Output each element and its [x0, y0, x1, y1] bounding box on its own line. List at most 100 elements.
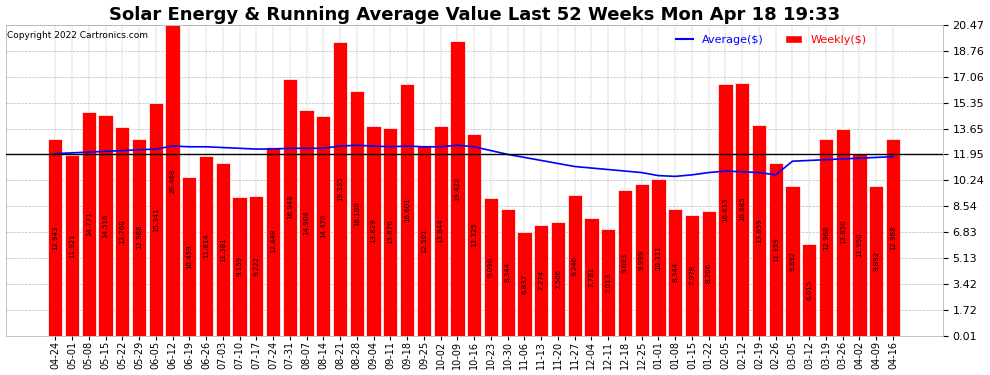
- Text: 11.381: 11.381: [220, 237, 226, 262]
- Text: 6.015: 6.015: [806, 280, 812, 300]
- Text: 12.968: 12.968: [823, 225, 829, 250]
- Text: 13.650: 13.650: [840, 220, 845, 245]
- Bar: [417, 146, 431, 336]
- Text: 19.422: 19.422: [454, 176, 460, 201]
- Bar: [651, 179, 665, 336]
- Bar: [852, 154, 866, 336]
- Bar: [316, 116, 331, 336]
- Bar: [719, 84, 733, 336]
- Text: 16.948: 16.948: [287, 195, 293, 219]
- Bar: [785, 186, 800, 336]
- Text: 13.676: 13.676: [387, 219, 393, 244]
- Bar: [216, 163, 230, 336]
- Text: 9.892: 9.892: [873, 251, 879, 271]
- Text: 9.892: 9.892: [789, 251, 796, 271]
- Bar: [736, 82, 749, 336]
- Bar: [467, 134, 481, 336]
- Text: 16.615: 16.615: [723, 197, 729, 222]
- Bar: [383, 128, 398, 336]
- Bar: [484, 198, 498, 336]
- Bar: [299, 110, 314, 336]
- Text: 14.516: 14.516: [103, 213, 109, 238]
- Bar: [266, 147, 280, 336]
- Text: 7.781: 7.781: [588, 267, 594, 287]
- Bar: [49, 139, 62, 336]
- Bar: [115, 127, 130, 336]
- Text: 11.359: 11.359: [773, 237, 779, 262]
- Text: 7.978: 7.978: [689, 265, 695, 285]
- Bar: [199, 156, 213, 336]
- Text: 14.470: 14.470: [321, 214, 327, 238]
- Bar: [584, 217, 599, 336]
- Text: 15.341: 15.341: [152, 207, 158, 231]
- Bar: [81, 112, 96, 336]
- Text: 12.968: 12.968: [890, 225, 896, 250]
- Text: 12.448: 12.448: [270, 229, 276, 254]
- Bar: [869, 186, 883, 336]
- Bar: [98, 116, 113, 336]
- Text: 20.468: 20.468: [169, 168, 175, 193]
- Text: 9.246: 9.246: [571, 255, 578, 276]
- Text: 9.603: 9.603: [622, 253, 628, 273]
- Title: Solar Energy & Running Average Value Last 52 Weeks Mon Apr 18 19:33: Solar Energy & Running Average Value Las…: [109, 6, 840, 24]
- Text: 14.904: 14.904: [304, 210, 310, 235]
- Text: 12.943: 12.943: [52, 225, 58, 250]
- Text: 11.921: 11.921: [69, 233, 75, 258]
- Bar: [434, 126, 447, 336]
- Text: 10.311: 10.311: [655, 245, 661, 270]
- Bar: [618, 190, 632, 336]
- Bar: [836, 129, 849, 336]
- Bar: [165, 25, 179, 336]
- Bar: [886, 139, 900, 336]
- Text: 7.013: 7.013: [605, 272, 611, 292]
- Bar: [333, 42, 347, 336]
- Bar: [668, 209, 682, 336]
- Text: 13.829: 13.829: [370, 219, 376, 243]
- Text: 14.771: 14.771: [86, 211, 92, 236]
- Text: 10.459: 10.459: [186, 244, 192, 268]
- Bar: [819, 139, 834, 336]
- Bar: [534, 225, 548, 336]
- Bar: [283, 78, 297, 336]
- Text: 9.096: 9.096: [488, 256, 494, 277]
- Bar: [148, 103, 163, 336]
- Bar: [182, 177, 196, 336]
- Bar: [518, 232, 532, 336]
- Bar: [550, 222, 565, 336]
- Text: 13.760: 13.760: [119, 219, 126, 244]
- Bar: [366, 126, 381, 336]
- Bar: [635, 184, 648, 336]
- Bar: [802, 244, 817, 336]
- Text: Copyright 2022 Cartronics.com: Copyright 2022 Cartronics.com: [8, 32, 148, 40]
- Text: 7.506: 7.506: [555, 268, 561, 289]
- Text: 13.844: 13.844: [438, 218, 444, 243]
- Text: 9.159: 9.159: [237, 256, 243, 276]
- Bar: [233, 197, 247, 336]
- Text: 8.206: 8.206: [706, 263, 712, 284]
- Bar: [601, 229, 616, 336]
- Bar: [685, 214, 699, 336]
- Bar: [768, 164, 783, 336]
- Text: 9.222: 9.222: [253, 256, 259, 276]
- Legend: Average($), Weekly($): Average($), Weekly($): [671, 31, 871, 50]
- Text: 13.859: 13.859: [756, 218, 762, 243]
- Bar: [567, 195, 582, 336]
- Text: 16.100: 16.100: [353, 201, 359, 226]
- Text: 11.814: 11.814: [203, 234, 209, 258]
- Text: 12.988: 12.988: [136, 225, 142, 249]
- Bar: [450, 41, 464, 336]
- Text: 19.335: 19.335: [338, 177, 344, 201]
- Text: 8.344: 8.344: [505, 262, 511, 282]
- Bar: [400, 84, 414, 336]
- Text: 11.950: 11.950: [856, 233, 862, 257]
- Bar: [65, 155, 79, 336]
- Bar: [501, 209, 515, 336]
- Text: 8.344: 8.344: [672, 262, 678, 282]
- Text: 12.501: 12.501: [421, 229, 427, 253]
- Text: 13.325: 13.325: [471, 222, 477, 247]
- Text: 7.274: 7.274: [539, 270, 545, 291]
- Bar: [249, 196, 263, 336]
- Text: 6.837: 6.837: [522, 274, 528, 294]
- Text: 9.999: 9.999: [639, 250, 644, 270]
- Text: 16.685: 16.685: [740, 197, 745, 221]
